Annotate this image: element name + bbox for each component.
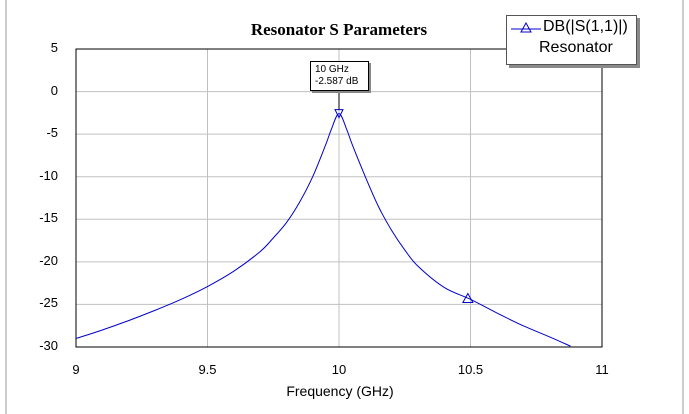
x-axis-label: Frequency (GHz) — [286, 383, 394, 399]
legend[interactable]: DB(|S(1,1)|) Resonator — [506, 15, 637, 65]
gridlines — [76, 49, 602, 347]
y-tick-label: -10 — [39, 167, 58, 183]
x-tick-label: 11 — [595, 362, 609, 377]
markers-group — [334, 91, 474, 303]
marker-annotation[interactable]: 10 GHz -2.587 dB — [310, 61, 369, 91]
series-group — [75, 113, 571, 347]
legend-series-label: DB(|S(1,1)|) — [543, 18, 628, 35]
x-tick-label: 9.5 — [198, 362, 217, 377]
x-tick-label: 10 — [331, 362, 347, 377]
y-tick-label: 5 — [50, 40, 58, 55]
y-tick-label: -15 — [39, 210, 58, 226]
y-tick-label: -25 — [39, 295, 58, 311]
series-line — [75, 113, 571, 347]
marker-frequency: 10 GHz — [315, 64, 349, 75]
y-tick-label: 0 — [50, 82, 58, 98]
plot-area-frame — [75, 48, 603, 348]
y-tick-label: -20 — [39, 252, 58, 268]
x-tick-label: 10.5 — [457, 362, 484, 377]
x-tick-label: 9 — [72, 362, 80, 377]
legend-source-label: Resonator — [539, 39, 613, 56]
y-tick-label: -30 — [39, 338, 58, 353]
legend-line-triangle-icon — [511, 21, 541, 33]
series-marker[interactable] — [462, 292, 474, 303]
y-tick-label: -5 — [46, 125, 58, 141]
chart-title: Resonator S Parameters — [250, 20, 428, 39]
marker-value: -2.587 dB — [315, 76, 359, 87]
